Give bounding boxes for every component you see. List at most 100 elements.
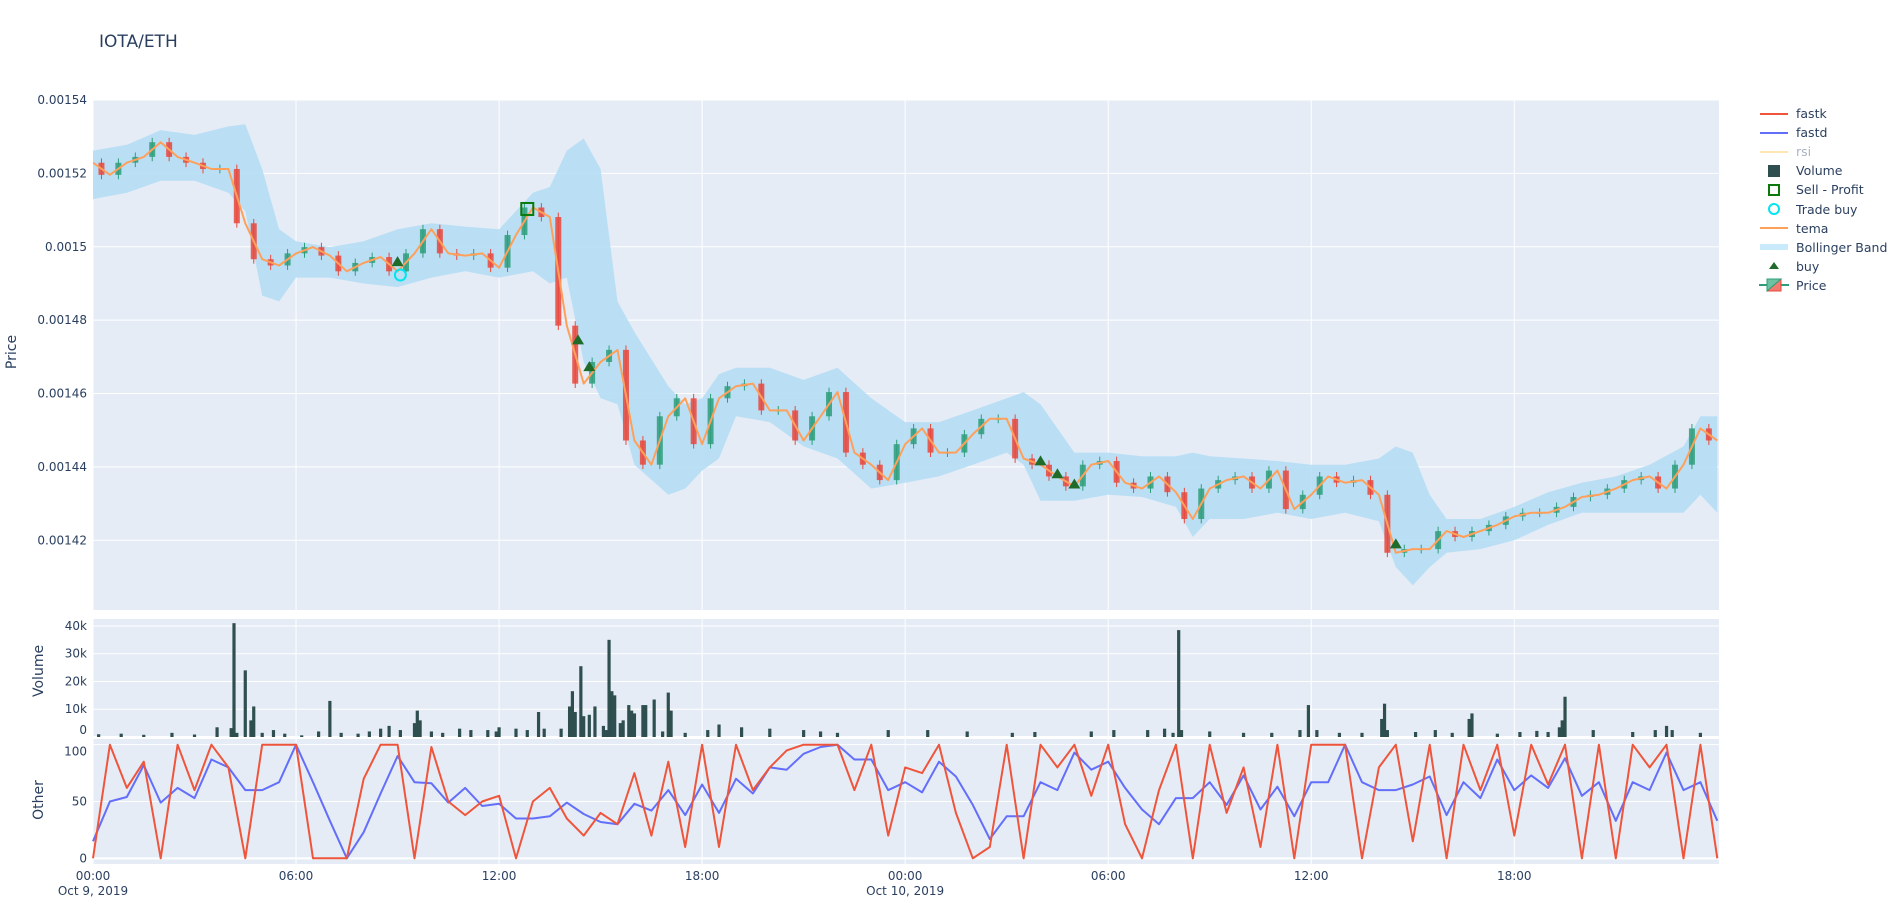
volume-bar [573, 712, 577, 737]
legend-symbol [1769, 262, 1779, 270]
volume-bar [593, 706, 597, 737]
volume-bar [252, 706, 256, 737]
volume-bar [170, 732, 174, 737]
volume-bar [1560, 720, 1564, 737]
band-icon [1756, 239, 1790, 255]
legend-item-fastk[interactable]: fastk [1756, 104, 1887, 123]
volume-bar [1518, 732, 1522, 737]
volume-bar [1413, 732, 1418, 737]
volume-bar [229, 728, 233, 737]
volume-bar [1546, 732, 1550, 737]
volume-bar [610, 691, 614, 737]
volume-bar [232, 623, 236, 737]
volume-bar [283, 733, 287, 737]
price-ytick-label: 0.00148 [37, 313, 87, 327]
volume-bar [328, 700, 332, 737]
volume-bar [666, 692, 670, 737]
volume-bar [1179, 730, 1184, 737]
legend-symbol [1760, 131, 1788, 134]
volume-bar [486, 730, 490, 737]
volume-bar [802, 730, 806, 737]
volume-bar [514, 728, 518, 737]
price-axis-label: Price [4, 334, 20, 370]
xtick-label: 12:00 [482, 869, 517, 883]
volume-bar [627, 705, 631, 737]
volume-bar [559, 728, 563, 737]
xtick-label: 18:00 [685, 869, 720, 883]
candlestick-icon [1756, 277, 1790, 293]
volume-bar [1495, 733, 1499, 737]
volume-bar [243, 670, 247, 737]
volume-bar [1298, 730, 1302, 737]
volume-bar [607, 639, 611, 737]
legend-symbol [1768, 183, 1780, 196]
price-ytick-label: 0.00144 [37, 460, 87, 474]
volume-bar [621, 720, 625, 737]
legend-item-buy[interactable]: buy [1756, 257, 1887, 276]
volume-bar [300, 735, 304, 737]
volume-bar [644, 705, 648, 737]
xtick-sublabel: Oct 9, 2019 [58, 884, 128, 898]
legend-item-volume[interactable]: Volume [1756, 161, 1887, 180]
volume-bar [1380, 718, 1384, 737]
sell-profit-marker [520, 201, 535, 216]
xtick-label: 00:00 [76, 869, 111, 883]
legend-item-fastd[interactable]: fastd [1756, 123, 1887, 142]
legend-item-sell-profit[interactable]: Sell - Profit [1756, 180, 1887, 199]
volume-bar [1112, 730, 1116, 737]
volume-bar [1208, 731, 1212, 737]
volume-bar [379, 728, 383, 737]
buy-marker [1068, 478, 1081, 489]
volume-bar [1241, 732, 1246, 737]
line-icon [1756, 220, 1790, 236]
buy-marker [391, 256, 404, 267]
chart-title: IOTA/ETH [99, 32, 178, 52]
volume-bar [717, 724, 721, 737]
tema-line [93, 141, 1718, 554]
legend-item-trade-buy[interactable]: Trade buy [1756, 199, 1887, 218]
circle-open-icon [1756, 201, 1790, 217]
volume-bar [1089, 731, 1093, 737]
volume-bar [367, 731, 371, 737]
buy-marker [1051, 468, 1064, 479]
legend-item-tema[interactable]: tema [1756, 219, 1887, 238]
volume-bar [630, 710, 634, 737]
volume-bar [641, 705, 645, 737]
volume-bar [669, 710, 673, 737]
volume-bar [429, 731, 433, 737]
legend-item-rsi[interactable]: rsi [1756, 142, 1887, 161]
volume-bar [441, 732, 445, 737]
volume-bar [119, 733, 123, 737]
volume-bar [632, 713, 637, 737]
volume-bar [215, 727, 219, 737]
legend-item-price[interactable]: Price [1756, 276, 1887, 295]
square-icon [1756, 163, 1790, 179]
volume-bar [398, 730, 402, 737]
volume-bar [1557, 727, 1561, 737]
legend-symbol [1760, 150, 1788, 153]
volume-bar [1177, 630, 1181, 737]
legend: fastk fastd rsi Volume Sell - Profit Tra… [1756, 104, 1887, 295]
legend-item-bollinger-band[interactable]: Bollinger Band [1756, 238, 1887, 257]
volume-bar [1670, 730, 1674, 737]
volume-bar [542, 728, 546, 737]
volume-bar [739, 727, 744, 737]
volume-bar [768, 728, 772, 737]
volume-bar [525, 730, 529, 737]
xtick-label: 06:00 [279, 869, 314, 883]
line-icon [1756, 144, 1790, 160]
volume-bar [339, 732, 343, 737]
volume-bar [494, 731, 498, 737]
xtick-label: 00:00 [888, 869, 923, 883]
buy-marker [572, 334, 585, 345]
volume-bar [601, 725, 606, 737]
volume-ytick-label: 20k [65, 674, 87, 688]
legend-symbol [1760, 112, 1788, 115]
volume-bar [1360, 732, 1364, 737]
volume-bar [1337, 732, 1342, 737]
xtick-sublabel: Oct 10, 2019 [866, 884, 944, 898]
volume-bar [613, 695, 617, 737]
volume-bar [1433, 730, 1437, 737]
volume-bar [412, 723, 417, 737]
